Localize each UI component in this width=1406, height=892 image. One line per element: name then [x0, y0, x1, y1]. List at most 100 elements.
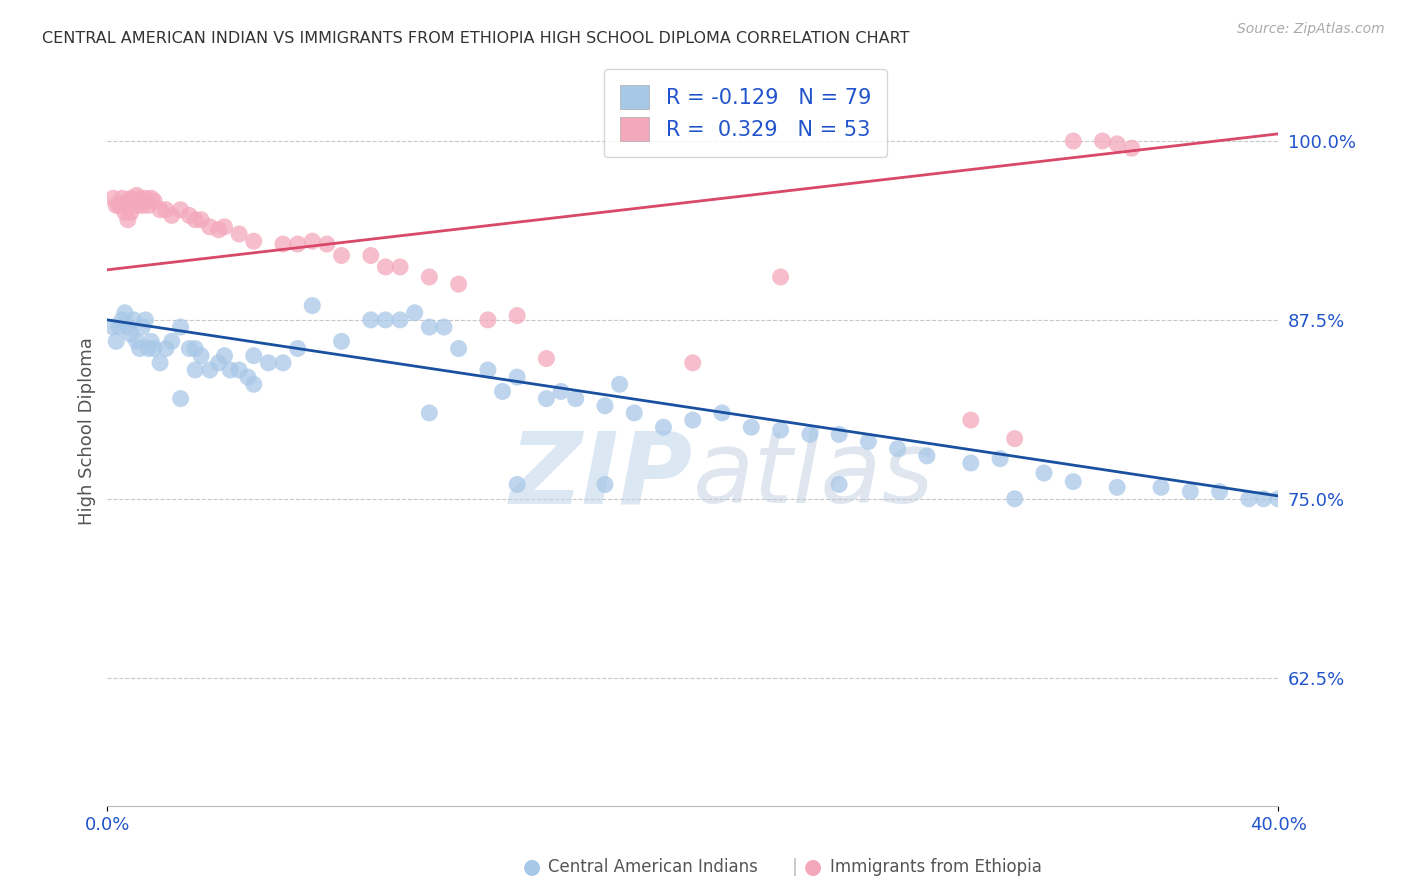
- Point: [915, 449, 938, 463]
- Point: [120, 205, 142, 219]
- Point: [122, 194, 145, 208]
- Point: [550, 384, 572, 399]
- Point: [316, 237, 339, 252]
- Point: [374, 260, 396, 274]
- Text: ●: ●: [523, 857, 541, 877]
- Point: [1107, 136, 1129, 151]
- Point: [536, 351, 558, 366]
- Point: [242, 377, 264, 392]
- Point: [593, 399, 616, 413]
- Point: [214, 349, 236, 363]
- Point: [447, 342, 470, 356]
- Point: [330, 248, 353, 262]
- Point: [1267, 491, 1289, 506]
- Point: [404, 306, 426, 320]
- Point: [125, 198, 148, 212]
- Point: [374, 313, 396, 327]
- Point: [506, 309, 529, 323]
- Point: [228, 363, 250, 377]
- Point: [1121, 141, 1143, 155]
- Point: [682, 413, 704, 427]
- Point: [1091, 134, 1114, 148]
- Point: [190, 349, 212, 363]
- Point: [117, 320, 139, 334]
- Point: [769, 269, 792, 284]
- Point: [198, 219, 221, 234]
- Point: [491, 384, 513, 399]
- Point: [120, 191, 142, 205]
- Point: [433, 320, 456, 334]
- Point: [477, 313, 499, 327]
- Point: [108, 198, 131, 212]
- Point: [134, 191, 156, 205]
- Point: [959, 456, 981, 470]
- Point: [207, 356, 229, 370]
- Point: [506, 477, 529, 491]
- Point: [179, 209, 201, 223]
- Point: [360, 248, 382, 262]
- Point: [198, 363, 221, 377]
- Text: Source: ZipAtlas.com: Source: ZipAtlas.com: [1237, 22, 1385, 37]
- Point: [184, 212, 207, 227]
- Point: [131, 194, 153, 208]
- Point: [149, 356, 172, 370]
- Text: CENTRAL AMERICAN INDIAN VS IMMIGRANTS FROM ETHIOPIA HIGH SCHOOL DIPLOMA CORRELAT: CENTRAL AMERICAN INDIAN VS IMMIGRANTS FR…: [42, 31, 910, 46]
- Point: [160, 334, 183, 349]
- Point: [609, 377, 631, 392]
- Point: [506, 370, 529, 384]
- Point: [389, 260, 412, 274]
- Point: [179, 342, 201, 356]
- Point: [682, 356, 704, 370]
- Text: Central American Indians: Central American Indians: [548, 858, 758, 876]
- Point: [125, 188, 148, 202]
- Point: [114, 205, 136, 219]
- Point: [169, 392, 191, 406]
- Point: [184, 363, 207, 377]
- Point: [301, 234, 323, 248]
- Point: [114, 306, 136, 320]
- Point: [271, 237, 294, 252]
- Text: atlas: atlas: [693, 427, 935, 524]
- Point: [103, 320, 125, 334]
- Point: [125, 334, 148, 349]
- Point: [190, 212, 212, 227]
- Point: [536, 392, 558, 406]
- Point: [477, 363, 499, 377]
- Point: [271, 356, 294, 370]
- Point: [418, 406, 440, 420]
- Point: [103, 191, 125, 205]
- Point: [287, 237, 309, 252]
- Point: [959, 413, 981, 427]
- Point: [301, 299, 323, 313]
- Point: [149, 202, 172, 217]
- Point: [1004, 491, 1026, 506]
- Text: |: |: [792, 858, 797, 876]
- Point: [236, 370, 259, 384]
- Point: [155, 342, 177, 356]
- Point: [207, 223, 229, 237]
- Point: [117, 212, 139, 227]
- Point: [593, 477, 616, 491]
- Point: [564, 392, 586, 406]
- Point: [389, 313, 412, 327]
- Point: [117, 194, 139, 208]
- Point: [418, 320, 440, 334]
- Point: [108, 320, 131, 334]
- Point: [242, 234, 264, 248]
- Point: [138, 342, 160, 356]
- Text: ZIP: ZIP: [510, 427, 693, 524]
- Point: [1208, 484, 1230, 499]
- Point: [740, 420, 762, 434]
- Point: [141, 334, 163, 349]
- Point: [111, 191, 134, 205]
- Point: [828, 477, 851, 491]
- Point: [711, 406, 734, 420]
- Point: [228, 227, 250, 241]
- Point: [122, 313, 145, 327]
- Point: [1062, 475, 1084, 489]
- Point: [447, 277, 470, 292]
- Point: [131, 198, 153, 212]
- Point: [219, 363, 242, 377]
- Point: [886, 442, 908, 456]
- Point: [988, 451, 1011, 466]
